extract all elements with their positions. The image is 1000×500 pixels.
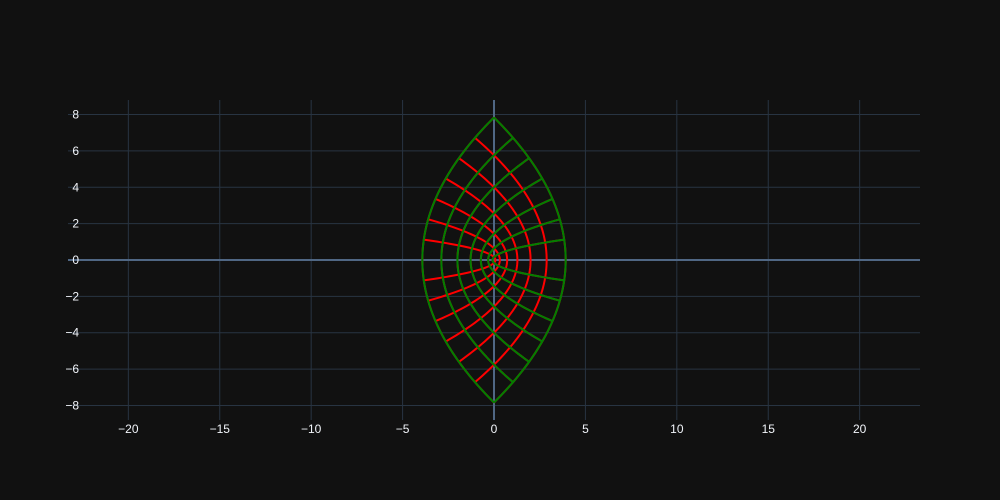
x-tick-label: −20 xyxy=(118,422,139,436)
y-tick-label: 6 xyxy=(72,144,79,158)
y-tick-label: 0 xyxy=(72,253,79,267)
curve-u-1p2-0 xyxy=(435,197,509,323)
curve-v-neg1p2-4 xyxy=(479,259,553,323)
x-tick-label: 20 xyxy=(853,422,867,436)
curve-v-neg0p8-4 xyxy=(487,259,561,302)
y-tick-label: 4 xyxy=(72,180,79,194)
y-tick-label: −6 xyxy=(65,362,79,376)
x-tick-label: −5 xyxy=(396,422,410,436)
curve-v-neg0p4-4 xyxy=(491,259,565,282)
curve-v-1p2-4 xyxy=(479,197,553,261)
curve-v-2p8-4 xyxy=(421,116,495,261)
x-tick-label: 15 xyxy=(762,422,776,436)
zero-lines xyxy=(68,100,920,420)
x-tick-label: 5 xyxy=(582,422,589,436)
curve-v-2-4 xyxy=(456,157,530,261)
curve-u-0p4-0 xyxy=(423,238,497,282)
curve-v-neg1p6-4 xyxy=(469,259,543,343)
curve-u-2-0 xyxy=(458,157,532,363)
curve-u-2p8-3 xyxy=(493,116,567,404)
y-tick-label: 8 xyxy=(72,108,79,122)
x-tick-label: 0 xyxy=(491,422,498,436)
curve-u-1p6-0 xyxy=(445,177,519,343)
x-tick-label: −15 xyxy=(210,422,231,436)
y-tick-label: −2 xyxy=(65,289,79,303)
curve-v-0p8-4 xyxy=(487,218,561,261)
curve-u-0p8-0 xyxy=(427,218,501,302)
curves-layer xyxy=(421,116,567,404)
curve-v-1p6-4 xyxy=(469,177,543,261)
y-axis-tick-labels: −8 −6 −4 −2 0 2 4 6 8 xyxy=(65,108,79,413)
y-tick-label: −4 xyxy=(65,326,79,340)
x-tick-label: −10 xyxy=(301,422,322,436)
curve-v-neg2-4 xyxy=(456,259,530,363)
curve-v-neg2p4-4 xyxy=(440,259,514,383)
x-axis-tick-labels: −20 −15 −10 −5 0 5 10 15 20 xyxy=(118,422,867,436)
y-tick-label: 2 xyxy=(72,217,79,231)
curve-v-neg2p8-4 xyxy=(421,259,495,404)
y-tick-label: −8 xyxy=(65,398,79,412)
curve-v-2p4-4 xyxy=(440,137,514,261)
curve-v-0p4-4 xyxy=(491,238,565,261)
x-tick-label: 10 xyxy=(670,422,684,436)
curve-u-2p4-0 xyxy=(474,137,548,383)
